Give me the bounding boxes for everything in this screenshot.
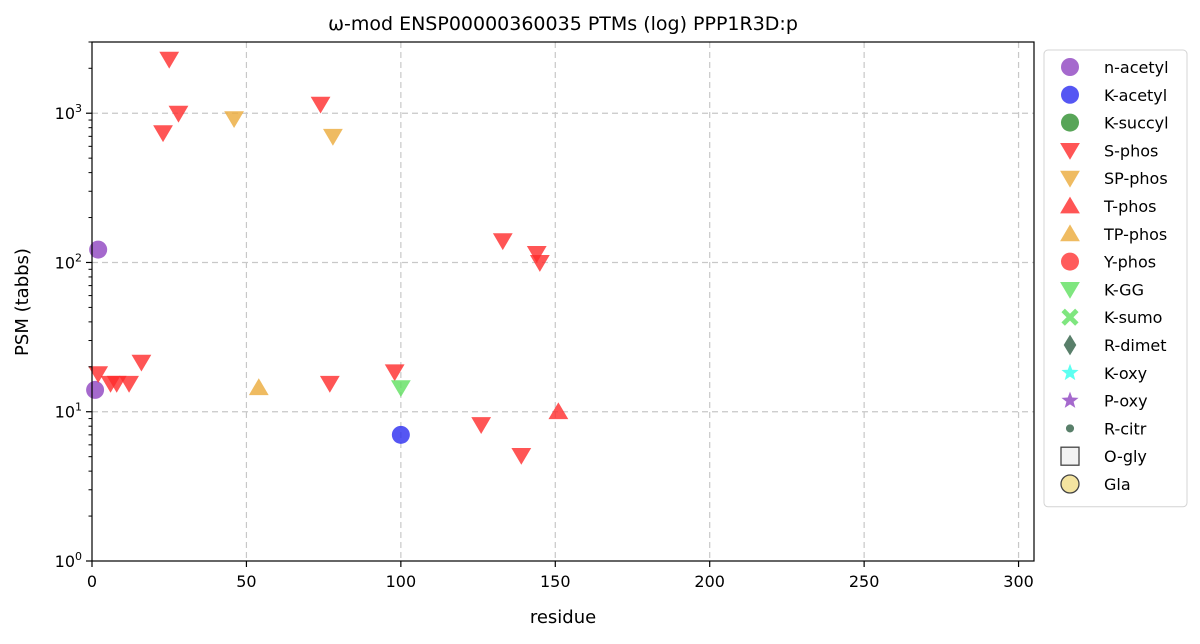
legend-label-r-citr: R-citr [1104, 419, 1147, 438]
x-tick-label: 200 [694, 572, 725, 591]
legend-label-gla: Gla [1104, 475, 1131, 494]
data-point-s-phos [153, 125, 173, 143]
y-axis-label: PSM (tabbs) [12, 248, 33, 356]
legend-label-p-oxy: P-oxy [1104, 392, 1148, 411]
legend-marker-o-gly [1060, 446, 1080, 466]
legend-marker-tp-phos [1060, 224, 1080, 242]
x-tick-label: 100 [386, 572, 417, 591]
data-point-s-phos [471, 417, 492, 435]
y-tick-label: 102 [55, 251, 82, 272]
legend-frame [1043, 49, 1188, 508]
legend-label-r-dimet: R-dimet [1104, 336, 1167, 355]
legend-marker-k-succyl [1061, 113, 1079, 132]
x-tick-label: 50 [236, 572, 256, 591]
data-point-n-acetyl [89, 240, 108, 259]
plot-frame [91, 41, 1035, 562]
x-tick-label: 0 [87, 572, 97, 591]
legend-label-t-phos: T-phos [1103, 197, 1157, 216]
data-point-tp-phos [248, 378, 269, 396]
legend-label-n-acetyl: n-acetyl [1104, 58, 1169, 77]
data-point-k-acetyl [391, 425, 410, 444]
data-point-s-phos [88, 366, 109, 384]
legend-label-o-gly: O-gly [1104, 447, 1147, 466]
data-point-t-phos [548, 402, 569, 420]
y-tick-label: 100 [55, 550, 82, 571]
data-point-s-phos [492, 233, 513, 251]
data-point-s-phos [384, 364, 405, 382]
data-point-s-phos [119, 375, 139, 393]
data-point-s-phos [310, 96, 331, 114]
x-tick-label: 300 [1003, 572, 1034, 591]
axes: 0 50 100 150 200 250 300 100 101 102 103 [55, 41, 1034, 591]
legend-marker-r-dimet [1063, 334, 1077, 356]
data-point-s-phos [529, 255, 550, 272]
data-point-sp-phos [323, 128, 343, 146]
data-point-s-phos [526, 245, 547, 263]
legend-label-sp-phos: SP-phos [1104, 169, 1168, 188]
legend-marker-k-gg [1060, 281, 1080, 299]
data-point-sp-phos [224, 111, 244, 129]
legend-marker-gla [1060, 474, 1080, 494]
legend-label-k-succyl: K-succyl [1104, 114, 1169, 133]
data-point-s-phos [168, 105, 189, 123]
legend-label-tp-phos: TP-phos [1103, 225, 1167, 244]
data-point-n-acetyl [86, 380, 105, 399]
x-axis-label: residue [530, 607, 596, 628]
data-point-k-gg [390, 380, 411, 398]
legend-marker-sp-phos [1060, 170, 1080, 188]
legend-label-s-phos: S-phos [1104, 141, 1158, 160]
data-point-s-phos [131, 354, 152, 372]
legend-label-k-gg: K-GG [1104, 280, 1144, 299]
legend-marker-n-acetyl [1061, 58, 1079, 76]
y-tick-label: 103 [55, 102, 82, 123]
y-tick-label: 101 [55, 401, 82, 422]
legend-label-k-oxy: K-oxy [1104, 364, 1147, 383]
data-point-s-phos [511, 447, 532, 465]
legend-marker-k-oxy [1061, 363, 1079, 381]
legend-marker-p-oxy [1061, 391, 1079, 408]
legend-marker-t-phos [1060, 196, 1080, 214]
legend-marker-s-phos [1060, 142, 1080, 160]
legend-label-k-acetyl: K-acetyl [1104, 86, 1167, 105]
legend-label-y-phos: Y-phos [1103, 253, 1156, 272]
data-point-s-phos [319, 375, 340, 393]
data-points [86, 51, 569, 465]
x-tick-label: 250 [849, 572, 880, 591]
x-tick-label: 150 [540, 572, 571, 591]
legend-marker-y-phos [1061, 252, 1079, 271]
legend-marker-k-sumo [1061, 308, 1079, 326]
legend: n-acetyl K-acetyl K-succyl S-phos SP-phos T-p… [1043, 49, 1188, 508]
chart-title: ω-mod ENSP00000360035 PTMs (log) PPP1R3D… [328, 13, 798, 35]
legend-marker-k-acetyl [1061, 85, 1079, 104]
legend-label-k-sumo: K-sumo [1104, 308, 1162, 327]
legend-marker-r-citr [1065, 424, 1075, 433]
data-point-s-phos [159, 51, 180, 69]
